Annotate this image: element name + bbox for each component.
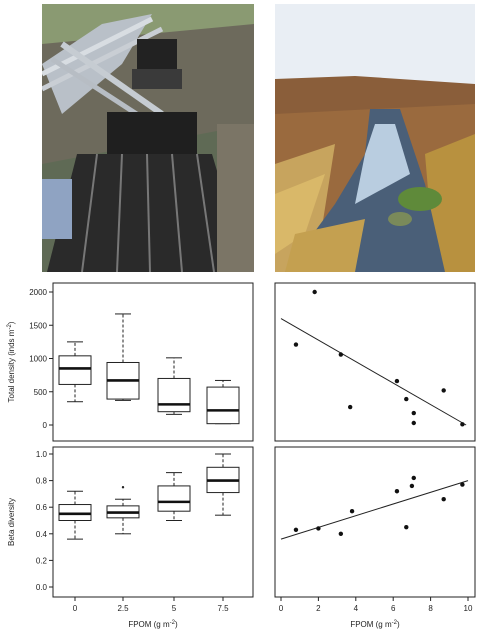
panel-frame-top-left (52, 282, 254, 442)
y-tick-label: 1.0 (36, 450, 48, 459)
y-axis-label-density: Total density (inds m-2) (7, 321, 16, 402)
x-tick-label: 10 (464, 604, 473, 613)
scatter-point (349, 508, 355, 514)
photo-moorland-stream (275, 4, 475, 272)
x-axis-label-left: FPOM (g m-2) (128, 620, 178, 629)
scatter-point (404, 396, 409, 402)
y-tick-label: 0.0 (36, 583, 48, 592)
scatter-point (347, 404, 353, 410)
box-body (58, 355, 92, 385)
y-tick-label: 0.6 (36, 503, 48, 512)
y-tick-label: 0 (43, 421, 48, 430)
box-body (58, 504, 92, 522)
box-3 (206, 379, 240, 425)
panel-frame-top-right (274, 282, 476, 442)
x-tick-label: 4 (354, 604, 359, 613)
y-axis-label-beta: Beta diversity (7, 498, 16, 546)
box-body (206, 386, 240, 425)
y-tick-label: 1500 (29, 321, 47, 330)
x-tick-label: 0 (73, 604, 78, 613)
y-tick-label: 500 (34, 388, 48, 397)
box-2 (157, 472, 191, 521)
scatter-point (394, 378, 400, 384)
scatter-point (409, 483, 415, 489)
x-tick-label: 7.5 (217, 604, 229, 613)
panel-frame-bottom-left (52, 446, 254, 598)
scatter-point (411, 420, 416, 426)
scatter-point (338, 352, 344, 357)
box-1 (106, 313, 140, 401)
x-tick-label: 2.5 (117, 604, 129, 613)
x-tick-label: 0 (279, 604, 284, 613)
scatter-point (394, 489, 400, 494)
y-tick-label: 0.8 (36, 477, 48, 486)
scatter-panel-3 (280, 475, 469, 540)
regression-line (280, 318, 467, 426)
scatter-point (411, 475, 416, 481)
scatter-point (293, 342, 299, 347)
scatter-point (404, 524, 409, 530)
scatter-point (316, 526, 321, 531)
scatter-point (460, 422, 465, 427)
scatter-point (312, 289, 317, 295)
moorland-illustration (275, 4, 475, 272)
box-0 (58, 341, 92, 403)
chart-marks: 0 500 1000 1500 2000 0.0 0.2 0.4 0.6 0.8 1.0 0 2.5 5 7… (29, 288, 473, 613)
box-0 (58, 490, 92, 540)
y-tick-label: 1000 (29, 355, 47, 364)
box-1 (106, 486, 140, 535)
x-tick-label: 6 (391, 604, 396, 613)
x-tick-label: 8 (428, 604, 433, 613)
box-2 (157, 357, 191, 415)
scatter-point (411, 410, 416, 416)
regression-line (280, 480, 469, 540)
y-tick-label: 2000 (29, 288, 47, 297)
photo-stream-apparatus (42, 4, 254, 272)
apparatus-illustration (42, 4, 254, 272)
box-3 (206, 453, 240, 516)
scatter-point (441, 497, 446, 502)
scatter-point (293, 527, 299, 533)
box-body (157, 485, 191, 512)
scatter-panel-1 (280, 289, 467, 427)
scatter-point (441, 388, 446, 393)
x-axis-label-right: FPOM (g m-2) (350, 620, 400, 629)
x-tick-label: 2 (316, 604, 321, 613)
y-tick-label: 0.2 (36, 556, 48, 565)
box-body (157, 377, 191, 413)
x-tick-label: 5 (172, 604, 177, 613)
scatter-point (338, 531, 344, 536)
scatter-point (460, 482, 465, 487)
box-outlier (121, 486, 125, 489)
y-tick-label: 0.4 (36, 530, 48, 539)
panel-frame-bottom-right (274, 446, 476, 598)
